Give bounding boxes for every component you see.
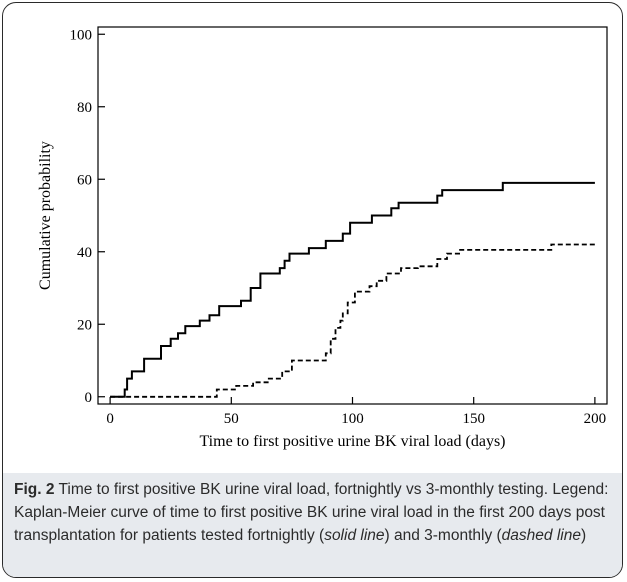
y-axis-title: Cumulative probability [37, 141, 54, 290]
caption-background [3, 473, 622, 577]
y-tick-label: 0 [85, 390, 93, 406]
x-tick-label: 50 [224, 411, 239, 427]
caption-solid-label: solid line [324, 527, 385, 544]
figure-caption: Fig. 2 Time to first positive BK urine v… [14, 478, 615, 547]
chart-series [110, 181, 595, 398]
caption-text-middle: ) and 3-monthly ( [384, 527, 502, 544]
y-tick-label: 100 [70, 27, 93, 43]
y-tick-label: 20 [77, 317, 92, 333]
y-tick-label: 80 [77, 100, 92, 116]
caption-text: Time to first positive BK urine viral lo… [14, 481, 609, 544]
kaplan-meier-chart: 0 20 40 60 80 100 0 50 100 150 200 Cumulative prob… [37, 26, 608, 450]
x-tick-label: 200 [584, 411, 607, 427]
caption-dashed-label: dashed line [501, 527, 581, 544]
chart-axes: 0 20 40 60 80 100 0 50 100 150 200 [70, 26, 608, 427]
dashed-survival-line [110, 243, 595, 398]
solid-survival-line [110, 181, 595, 398]
x-tick-label: 150 [462, 411, 485, 427]
y-tick-label: 40 [77, 245, 92, 261]
figure-label: Fig. 2 [14, 481, 55, 498]
x-tick-label: 100 [341, 411, 364, 427]
y-tick-label: 60 [77, 172, 92, 188]
caption-text-end: ) [580, 527, 587, 544]
x-axis-title: Time to first positive urine BK viral lo… [199, 433, 505, 450]
x-tick-label: 0 [106, 411, 114, 427]
plot-border [97, 26, 608, 405]
